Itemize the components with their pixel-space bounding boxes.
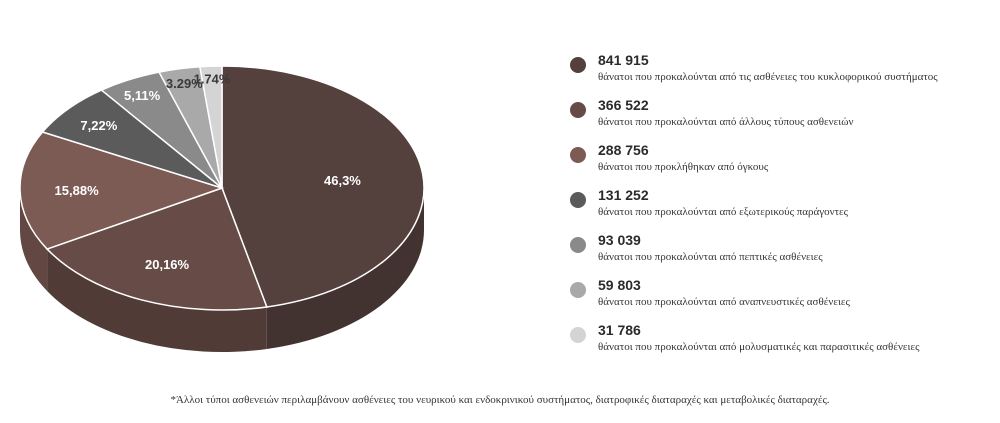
legend-value: 59 803 — [598, 277, 641, 293]
legend-description: θάνατοι που προκαλούνται από εξωτερικούς… — [598, 206, 849, 218]
legend-value: 31 786 — [598, 322, 641, 338]
legend-item: 59 803 θάνατοι που προκαλούνται από αναπν… — [570, 277, 995, 322]
legend-description: θάνατοι που προκλήθηκαν από όγκους — [598, 161, 769, 173]
legend-dot-icon — [570, 282, 586, 298]
pie-side-1 — [266, 188, 424, 349]
legend-item: 288 756 θάνατοι που προκλήθηκαν από όγκου… — [570, 142, 995, 187]
legend-description: θάνατοι που προκαλούνται από τις ασθένει… — [598, 71, 938, 83]
legend-value: 93 039 — [598, 232, 641, 248]
footnote: *Άλλοι τύποι ασθενειών περιλαμβάνουν ασθ… — [170, 394, 830, 406]
pie-slice-1 — [221, 65, 425, 308]
pie-side-2 — [47, 249, 267, 352]
legend-item: 366 522 θάνατοι που προκαλούνται από άλλο… — [570, 97, 995, 142]
pie-label-4: 7,22% — [80, 118, 117, 133]
legend-dot-icon — [570, 147, 586, 163]
legend-value: 366 522 — [598, 97, 649, 113]
legend-dot-icon — [570, 327, 586, 343]
pie-slice-7 — [199, 65, 223, 189]
legend-dot-icon — [570, 102, 586, 118]
pie-chart: 46,3% 20,16% 15,88% 7,22% 5,11% 3.29%1.74% — [19, 65, 425, 352]
pie-slice-3 — [19, 131, 225, 250]
legend-description: θάνατοι που προκαλούνται από άλλους τύπο… — [598, 116, 854, 128]
pie-label-3: 15,88% — [55, 183, 100, 198]
legend-description: θάνατοι που προκαλούνται από πεπτικές ασ… — [598, 251, 823, 263]
pie-label-5: 5,11% — [124, 88, 161, 103]
legend: 841 915 θάνατοι που προκαλούνται από τις … — [570, 52, 995, 367]
pie-label-1: 46,3% — [324, 173, 361, 188]
legend-item: 31 786 θάνατοι που προκαλούνται από μολυσ… — [570, 322, 995, 367]
legend-dot-icon — [570, 192, 586, 208]
legend-dot-icon — [570, 57, 586, 73]
legend-item: 93 039 θάνατοι που προκαλούνται από πεπτι… — [570, 232, 995, 277]
pie-label-6: 3.29% — [166, 76, 203, 91]
pie-slice-2 — [45, 187, 268, 311]
legend-value: 131 252 — [598, 187, 649, 203]
pie-label-7: 1.74% — [194, 71, 231, 86]
legend-value: 288 756 — [598, 142, 649, 158]
legend-item: 841 915 θάνατοι που προκαλούνται από τις … — [570, 52, 995, 97]
pie-label-2: 20,16% — [145, 257, 190, 272]
pie-side-3 — [19, 188, 48, 292]
legend-description: θάνατοι που προκαλούνται από μολυσματικέ… — [598, 341, 920, 353]
legend-description: θάνατοι που προκαλούνται από αναπνευστικ… — [598, 296, 850, 308]
legend-dot-icon — [570, 237, 586, 253]
legend-value: 841 915 — [598, 52, 649, 68]
legend-item: 131 252 θάνατοι που προκαλούνται από εξωτ… — [570, 187, 995, 232]
